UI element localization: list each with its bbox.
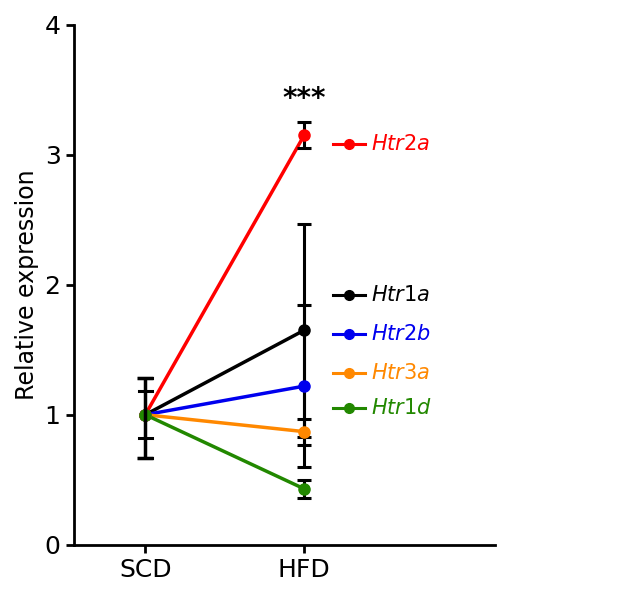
Text: $\it{Htr1d}$: $\it{Htr1d}$ — [371, 398, 432, 418]
Text: $\it{Htr2a}$: $\it{Htr2a}$ — [371, 134, 430, 154]
Text: $\it{Htr1a}$: $\it{Htr1a}$ — [371, 285, 430, 305]
Text: $\it{Htr3a}$: $\it{Htr3a}$ — [371, 363, 430, 383]
Y-axis label: Relative expression: Relative expression — [15, 170, 39, 400]
Text: ***: *** — [282, 85, 326, 113]
Text: $\it{Htr2b}$: $\it{Htr2b}$ — [371, 324, 431, 344]
